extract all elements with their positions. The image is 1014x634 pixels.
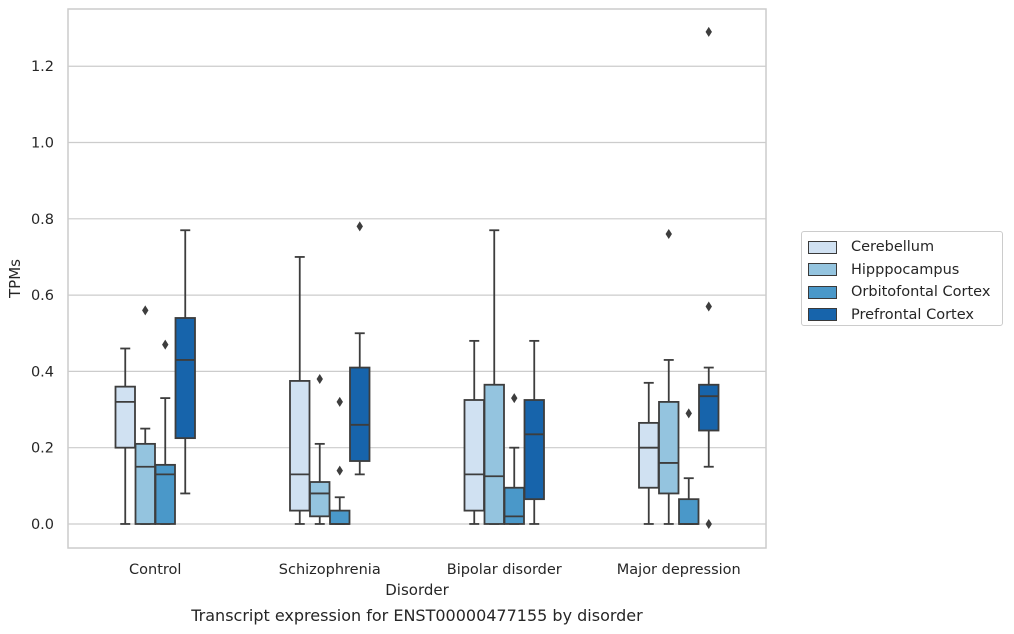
legend-swatch	[808, 308, 837, 322]
box-prefrontal-cortex	[174, 229, 196, 495]
legend-item: Orbitofontal Cortex	[808, 281, 1002, 304]
legend-swatch	[808, 263, 837, 277]
outlier-point	[142, 305, 149, 316]
x-tick-label: Control	[129, 562, 181, 578]
y-tick-label: 1.0	[31, 136, 54, 152]
box-cerebellum	[463, 339, 485, 525]
box-orbitofontal-cortex	[329, 396, 351, 525]
y-tick-label: 0.2	[31, 441, 54, 457]
x-tick-label: Major depression	[617, 562, 741, 578]
outlier-point	[665, 229, 672, 240]
legend-swatch	[808, 240, 837, 254]
iqr-box	[114, 385, 136, 449]
y-tick-label: 0.8	[31, 212, 54, 228]
iqr-box	[658, 401, 680, 495]
boxes	[114, 26, 720, 529]
box-cerebellum	[638, 381, 660, 525]
iqr-box	[523, 399, 545, 501]
outlier-point	[705, 518, 712, 529]
plot-frame	[67, 8, 767, 549]
outlier-point	[705, 301, 712, 312]
iqr-box	[638, 421, 660, 489]
box-prefrontal-cortex	[523, 339, 545, 525]
box-prefrontal-cortex	[349, 221, 371, 476]
x-tick-label: Bipolar disorder	[447, 562, 562, 578]
iqr-box	[174, 317, 196, 440]
outlier-point	[316, 374, 323, 385]
x-tick-label: Schizophrenia	[279, 562, 381, 578]
y-tick-label: 0.0	[31, 517, 54, 533]
box-orbitofontal-cortex	[154, 339, 176, 525]
iqr-box	[483, 383, 505, 525]
iqr-box	[134, 442, 156, 525]
legend-label: Cerebellum	[851, 239, 935, 256]
iqr-box	[309, 481, 331, 518]
iqr-box	[678, 498, 700, 525]
iqr-box	[349, 366, 371, 462]
legend: Cerebellum Hipppocampus Orbitofontal Corte…	[801, 231, 1003, 326]
iqr-box	[154, 463, 176, 525]
box-hipppocampus	[134, 305, 156, 525]
legend-label: Orbitofontal Cortex	[851, 284, 991, 301]
box-hipppocampus	[309, 374, 331, 525]
box-orbitofontal-cortex	[503, 393, 525, 525]
box-prefrontal-cortex	[698, 26, 720, 529]
x-tick-labels: Control Schizophrenia Bipolar disorder Majo…	[129, 562, 741, 578]
box-cerebellum	[289, 256, 311, 525]
legend-swatch	[808, 285, 837, 299]
iqr-box	[698, 383, 720, 432]
outlier-point	[356, 221, 363, 232]
outlier-point	[685, 408, 692, 419]
legend-item: Prefrontal Cortex	[808, 304, 1002, 327]
x-axis-label: Disorder	[385, 581, 449, 599]
box-cerebellum	[114, 347, 136, 525]
y-tick-labels: 0.0 0.2 0.4 0.6 0.8 1.0 1.2	[31, 59, 54, 533]
y-tick-label: 0.6	[31, 288, 54, 304]
box-hipppocampus	[483, 229, 505, 525]
legend-label: Prefrontal Cortex	[851, 306, 974, 323]
iqr-box	[503, 486, 525, 525]
legend-label: Hipppocampus	[851, 261, 960, 278]
iqr-box	[289, 380, 311, 512]
iqr-box	[329, 509, 351, 525]
y-axis-label: TPMs	[6, 259, 24, 299]
legend-item: Cerebellum	[808, 236, 1002, 259]
box-orbitofontal-cortex	[678, 408, 700, 525]
chart-caption: Transcript expression for ENST0000047715…	[191, 606, 643, 625]
outlier-point	[162, 339, 169, 350]
outlier-point	[705, 26, 712, 37]
outlier-point	[511, 393, 518, 404]
outlier-point	[336, 396, 343, 407]
y-tick-label: 1.2	[31, 59, 54, 75]
box-hipppocampus	[658, 229, 680, 525]
legend-item: Hipppocampus	[808, 259, 1002, 282]
y-tick-label: 0.4	[31, 364, 54, 380]
outlier-point	[336, 465, 343, 476]
iqr-box	[463, 399, 485, 512]
